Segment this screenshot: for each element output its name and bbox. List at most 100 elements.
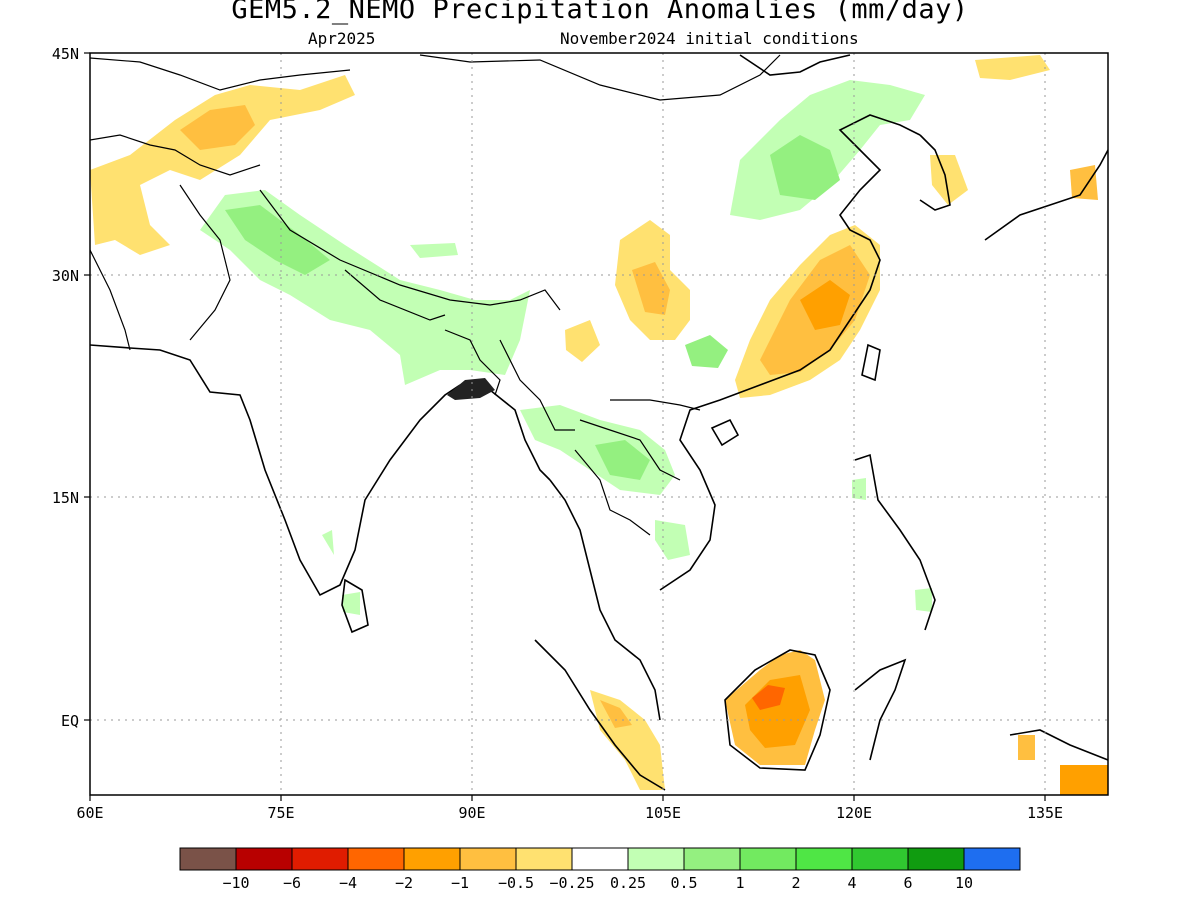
anomaly-dry-afghanistan-core [180, 105, 255, 150]
legend-label: 0.25 [610, 874, 646, 892]
coastline-sulawesi [854, 658, 907, 761]
coastline-india [90, 344, 461, 597]
lat-label-45: 45N [52, 45, 79, 63]
border-india-china [259, 189, 561, 311]
legend-swatch [795, 847, 853, 871]
anomaly-dry-southeast-china-peak [800, 280, 850, 330]
legend-swatch [459, 847, 517, 871]
lon-label-135: 135E [1027, 804, 1063, 822]
graticule [90, 53, 1108, 795]
legend-swatch [627, 847, 685, 871]
lat-label-15: 15N [52, 489, 79, 507]
valid-month-label: Apr2025 [308, 29, 376, 48]
coastline-sumatra [534, 639, 666, 791]
axis-labels: 60E 75E 90E 105E 120E 135E 45N 30N 15N E… [52, 45, 1063, 822]
legend-label: −4 [339, 874, 357, 892]
border-thailand [574, 449, 651, 536]
anomaly-dry-myanmar [565, 320, 600, 362]
border-laos [579, 419, 681, 481]
coastline-north-korea-china [739, 54, 851, 76]
border-nepal [344, 269, 446, 321]
anomaly-dry-malaysia-core [600, 700, 632, 728]
anomaly-dry-new-guinea [1060, 765, 1108, 795]
anomaly-fields [90, 55, 1108, 795]
anomaly-wet-indochina-core [595, 440, 650, 480]
legend-swatch [515, 847, 573, 871]
border-mongolia [419, 54, 781, 101]
legend-swatch [683, 847, 741, 871]
legend-swatch [739, 847, 797, 871]
legend-swatch [179, 847, 237, 871]
anomaly-wet-philippines [915, 588, 932, 612]
anomaly-dry-malaysia [590, 690, 665, 790]
coastline-vietnam-china [659, 114, 921, 591]
coastline-new-guinea [1009, 729, 1108, 761]
legend-labels: −10 −6 −4 −2 −1 −0.5 −0.25 0.25 0.5 1 2 4 6 10 [222, 874, 973, 892]
coastline-philippines [854, 453, 936, 631]
map-frame [89, 52, 1109, 796]
axis-ticks [84, 52, 1046, 801]
legend-swatch [907, 847, 965, 871]
legend-swatch [851, 847, 909, 871]
legend-label: 2 [791, 874, 800, 892]
coastline-hainan [710, 418, 740, 447]
anomaly-wet-north-china-core [770, 135, 840, 200]
ganges-delta [447, 378, 495, 400]
border-myanmar [499, 339, 575, 431]
coastline-japan [984, 149, 1108, 241]
legend-label: −2 [395, 874, 413, 892]
lon-label-90: 90E [458, 804, 485, 822]
anomaly-dry-borneo-peak [752, 685, 785, 710]
border-pakistan-india [179, 184, 231, 341]
coastline-korea [919, 134, 951, 211]
legend-label: −0.5 [498, 874, 534, 892]
border-vietnam-china [610, 399, 701, 411]
lat-label-eq: EQ [61, 712, 79, 730]
chart-title: GEM5.2_NEMO Precipitation Anomalies (mm/… [231, 0, 969, 25]
anomaly-wet-himalaya-core [225, 205, 330, 275]
legend-label: 4 [847, 874, 856, 892]
lon-label-120: 120E [836, 804, 872, 822]
anomaly-dry-moluccas [1018, 735, 1035, 760]
legend-label: 6 [903, 874, 912, 892]
anomaly-wet-india [322, 530, 334, 555]
legend-label: −1 [451, 874, 469, 892]
legend-label: −6 [283, 874, 301, 892]
anomaly-wet-tibet-patch [410, 243, 458, 258]
anomaly-dry-sichuan-core [632, 262, 670, 315]
legend-swatch [347, 847, 405, 871]
init-conditions-label: November2024 initial conditions [560, 29, 859, 48]
lon-label-60: 60E [76, 804, 103, 822]
legend-swatch [291, 847, 349, 871]
coastline-taiwan [861, 343, 881, 382]
border-kazakhstan [90, 57, 351, 91]
legend-label: 10 [955, 874, 973, 892]
legend-swatch [235, 847, 293, 871]
lon-label-75: 75E [267, 804, 294, 822]
anomaly-dry-afghanistan [90, 75, 355, 255]
legend-label: 0.5 [670, 874, 697, 892]
border-afghanistan [90, 134, 261, 176]
anomaly-wet-luzon [852, 478, 866, 500]
borders [90, 54, 781, 536]
legend-swatch [571, 847, 629, 871]
border-iran [90, 249, 131, 351]
anomaly-dry-manchuria [975, 55, 1050, 80]
legend-colorbar [179, 847, 1021, 871]
anomaly-wet-sri-lanka [342, 592, 360, 615]
legend-label: −10 [222, 874, 249, 892]
lat-label-30: 30N [52, 267, 79, 285]
lon-label-105: 105E [645, 804, 681, 822]
legend-label: 1 [735, 874, 744, 892]
anomaly-wet-cambodia [655, 520, 690, 560]
legend-swatch [963, 847, 1021, 871]
coastline-sri-lanka [341, 578, 369, 634]
coastline-borneo [724, 649, 831, 771]
border-bangladesh [444, 329, 501, 396]
coastline-indochina [549, 479, 661, 721]
legend-swatch [403, 847, 461, 871]
anomaly-dry-japan [1070, 165, 1098, 200]
anomaly-wet-central-china [685, 335, 728, 368]
legend-label: −0.25 [549, 874, 594, 892]
